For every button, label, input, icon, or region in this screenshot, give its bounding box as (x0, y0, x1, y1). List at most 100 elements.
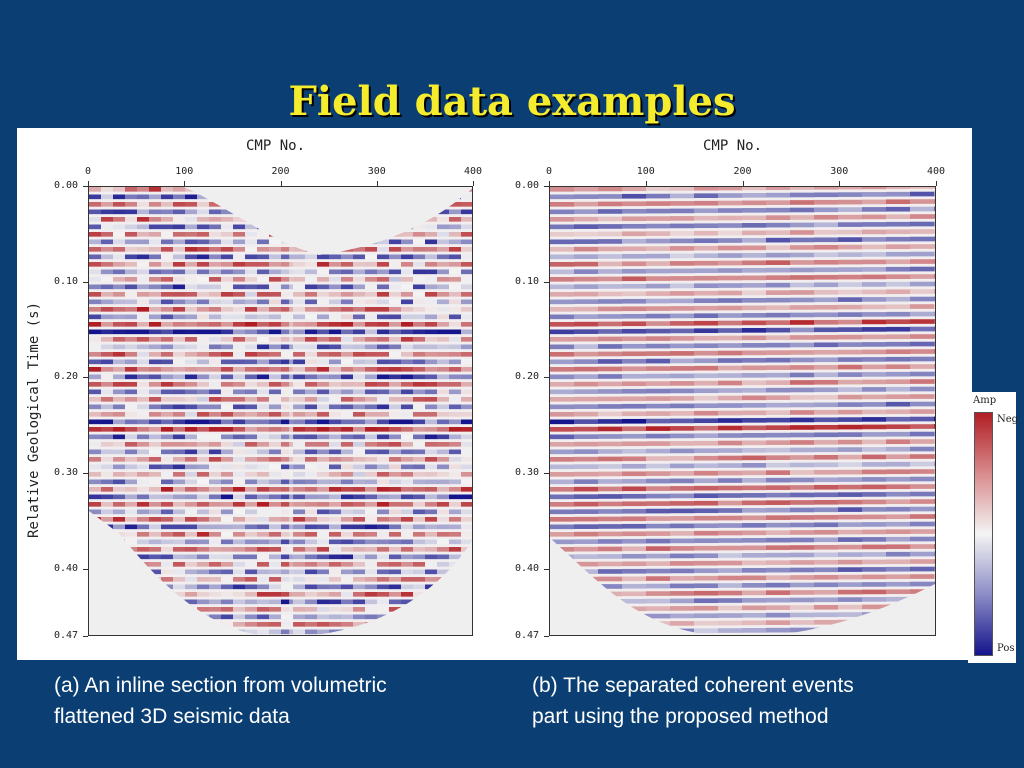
right-event-cell (574, 366, 599, 372)
right-event-cell (718, 187, 743, 191)
right-event-cell (838, 537, 863, 542)
left-event-cell (149, 464, 162, 470)
right-event-cell (574, 411, 599, 417)
left-event-cell (161, 539, 174, 545)
left-event-cell (461, 232, 472, 237)
right-event-cell (862, 424, 887, 430)
right-event-cell (574, 359, 599, 364)
left-event-cell (461, 584, 472, 590)
left-event-cell (413, 382, 426, 387)
right-event-cell (574, 239, 599, 244)
left-event-cell (185, 337, 198, 342)
left-event-cell (317, 449, 330, 455)
left-event-cell (125, 202, 138, 207)
right-event-cell (646, 613, 671, 619)
left-event-cell (389, 547, 402, 552)
colorbar-bottom-label: Pos (997, 643, 1015, 654)
left-event-cell (173, 352, 186, 357)
left-event-cell (281, 622, 294, 627)
left-event-cell (173, 577, 186, 582)
left-event-cell (221, 209, 234, 215)
right-event-cell (790, 462, 815, 468)
left-event-cell (293, 479, 306, 485)
left-event-cell (269, 194, 282, 200)
left-event-cell (185, 202, 198, 207)
left-event-cell (197, 472, 210, 477)
left-event-cell (149, 472, 162, 477)
left-event-cell (365, 434, 378, 440)
left-event-cell (341, 269, 354, 275)
left-event-cell (389, 562, 402, 567)
right-event-cell (670, 433, 695, 439)
left-event-cell (317, 457, 330, 462)
left-event-cell (293, 442, 306, 447)
left-event-cell (245, 262, 258, 267)
left-event-cell (425, 629, 438, 635)
left-event-cell (461, 367, 472, 372)
right-event-cell (646, 313, 671, 319)
left-event-cell (281, 269, 294, 275)
right-event-cell (646, 208, 671, 214)
left-event-cell (449, 412, 462, 417)
right-event-cell (742, 275, 767, 281)
right-event-cell (886, 611, 911, 617)
right-event-cell (790, 455, 815, 460)
left-event-cell (389, 329, 402, 335)
right-event-cell (910, 596, 935, 602)
left-event-cell (173, 554, 186, 560)
right-event-cell (574, 329, 599, 334)
left-event-cell (173, 359, 186, 365)
right-event-cell (862, 447, 887, 452)
right-event-cell (550, 547, 575, 552)
left-event-cell (269, 427, 282, 432)
right-event-cell (838, 237, 863, 242)
right-event-cell (550, 562, 575, 567)
left-event-cell (221, 269, 234, 275)
left-event-cell (281, 209, 294, 215)
right-event-cell (886, 596, 911, 602)
right-event-cell (670, 298, 695, 304)
right-event-cell (694, 373, 719, 379)
left-event-cell (425, 607, 438, 612)
right-event-cell (718, 508, 743, 513)
left-event-cell (413, 427, 426, 432)
y-axis-title: Relative Geological Time (s) (26, 301, 42, 539)
right-event-cell (622, 456, 647, 462)
left-event-cell (353, 314, 366, 320)
left-event-cell (425, 337, 438, 342)
right-event-cell (838, 327, 863, 332)
right-event-cell (934, 529, 935, 534)
left-event-cell (365, 494, 378, 500)
left-event-cell (269, 314, 282, 320)
right-event-cell (646, 568, 671, 574)
left-event-cell (449, 562, 462, 567)
fault-discontinuity (289, 187, 294, 635)
right-event-cell (862, 462, 887, 467)
left-event-cell (101, 397, 114, 402)
right-event-cell (766, 327, 791, 333)
right-event-cell (622, 613, 647, 619)
right-event-cell (694, 380, 719, 386)
right-event-cell (766, 507, 791, 513)
left-event-cell (233, 472, 246, 477)
left-event-cell (377, 494, 390, 500)
left-event-cell (449, 464, 462, 470)
left-event-cell (461, 434, 472, 440)
left-event-cell (233, 352, 246, 357)
right-event-cell (622, 463, 647, 469)
right-event-cell (886, 251, 911, 257)
right-event-cell (694, 223, 719, 229)
right-event-cell (574, 606, 599, 612)
left-event-cell (353, 202, 366, 207)
left-event-cell (341, 299, 354, 305)
left-event-cell (401, 322, 414, 327)
left-event-cell (149, 494, 162, 500)
right-event-cell (694, 590, 719, 596)
left-event-cell (353, 412, 366, 417)
left-event-cell (221, 577, 234, 582)
left-event-cell (101, 494, 114, 500)
left-event-cell (197, 629, 210, 635)
left-event-cell (137, 592, 150, 597)
left-event-cell (281, 337, 294, 342)
right-event-cell (574, 434, 599, 439)
